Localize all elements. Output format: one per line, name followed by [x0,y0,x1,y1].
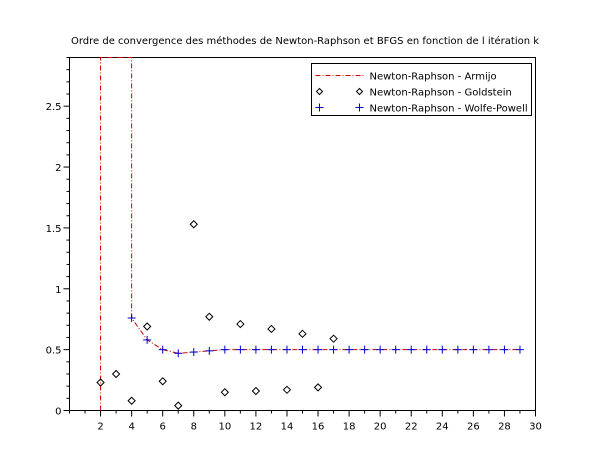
marker-goldstein [282,385,292,395]
x-tick-label: 30 [529,422,542,433]
marker-wolfe-powell [453,345,462,354]
legend-swatch-wolfe-powell [355,103,364,112]
marker-wolfe-powell [422,345,431,354]
marker-wolfe-powell [174,349,183,358]
marker-goldstein [174,401,183,410]
x-tick-label: 4 [128,422,134,433]
marker-goldstein [111,369,121,379]
marker-wolfe-powell [189,348,198,357]
y-tick-label: 2.5 [46,102,62,113]
x-tick-label: 24 [436,422,449,433]
y-tick-label: 1 [55,285,61,296]
x-tick-label: 22 [405,422,418,433]
marker-goldstein [267,324,276,334]
marker-goldstein [251,386,261,396]
marker-wolfe-powell [236,345,245,354]
x-tick-label: 18 [343,422,356,433]
marker-goldstein [189,220,198,229]
marker-goldstein [142,322,152,331]
y-tick-label: 0 [55,407,61,418]
legend-swatch-goldstein [315,87,324,96]
marker-wolfe-powell [127,313,136,322]
legend-label-wolfe-powell: Newton-Raphson - Wolfe-Powell [370,104,528,115]
marker-goldstein [220,388,230,397]
marker-wolfe-powell [329,345,338,354]
x-tick-label: 12 [250,422,263,433]
marker-wolfe-powell [267,345,276,354]
marker-goldstein [127,396,136,405]
marker-wolfe-powell [205,346,214,355]
legend-swatch-wolfe-powell [315,103,324,112]
marker-wolfe-powell [251,345,260,354]
marker-wolfe-powell [515,345,524,354]
y-tick-label: 2 [55,163,61,174]
marker-goldstein [329,334,338,343]
marker-wolfe-powell [220,345,229,354]
legend-label-goldstein: Newton-Raphson - Goldstein [370,88,512,99]
marker-wolfe-powell [314,345,323,354]
plot-area: 2 4 6 8 10 12 14 16 18 20 22 24 26 28 3000.511.522.5Ne… [46,57,542,433]
y-tick-label: 1.5 [46,224,62,235]
marker-goldstein [236,319,245,329]
marker-wolfe-powell [158,345,167,354]
marker-wolfe-powell [298,345,307,354]
marker-wolfe-powell [360,345,369,354]
x-tick-label: 16 [312,422,325,433]
legend: Newton-Raphson - Armijo Newton-Raphson - … [311,63,532,116]
x-tick-label: 14 [281,422,294,433]
marker-wolfe-powell [282,345,291,354]
marker-wolfe-powell [438,345,447,354]
marker-wolfe-powell [484,345,493,354]
marker-goldstein [158,377,167,386]
legend-box [311,63,532,116]
x-tick-label: 26 [467,422,480,433]
marker-goldstein [96,378,105,387]
x-tick-label: 10 [218,422,231,433]
marker-wolfe-powell [391,345,400,354]
marker-wolfe-powell [376,345,385,354]
marker-goldstein [205,312,214,321]
chart-title: Ordre de convergence des méthodes de New… [71,35,539,47]
x-tick-label: 20 [374,422,387,433]
marker-wolfe-powell [469,345,478,354]
marker-goldstein [313,383,323,392]
marker-goldstein [298,329,307,339]
marker-wolfe-powell [407,345,416,354]
legend-swatch-goldstein [355,87,364,96]
legend-label-armijo: Newton-Raphson - Armijo [370,72,497,83]
marker-wolfe-powell [143,335,152,344]
x-tick-label: 2 [97,422,103,433]
y-tick-label: 0.5 [46,346,62,357]
marker-wolfe-powell [500,345,509,354]
x-tick-label: 28 [498,422,511,433]
x-tick-label: 8 [191,422,197,433]
x-tick-label: 6 [160,422,166,433]
marker-wolfe-powell [345,345,354,354]
